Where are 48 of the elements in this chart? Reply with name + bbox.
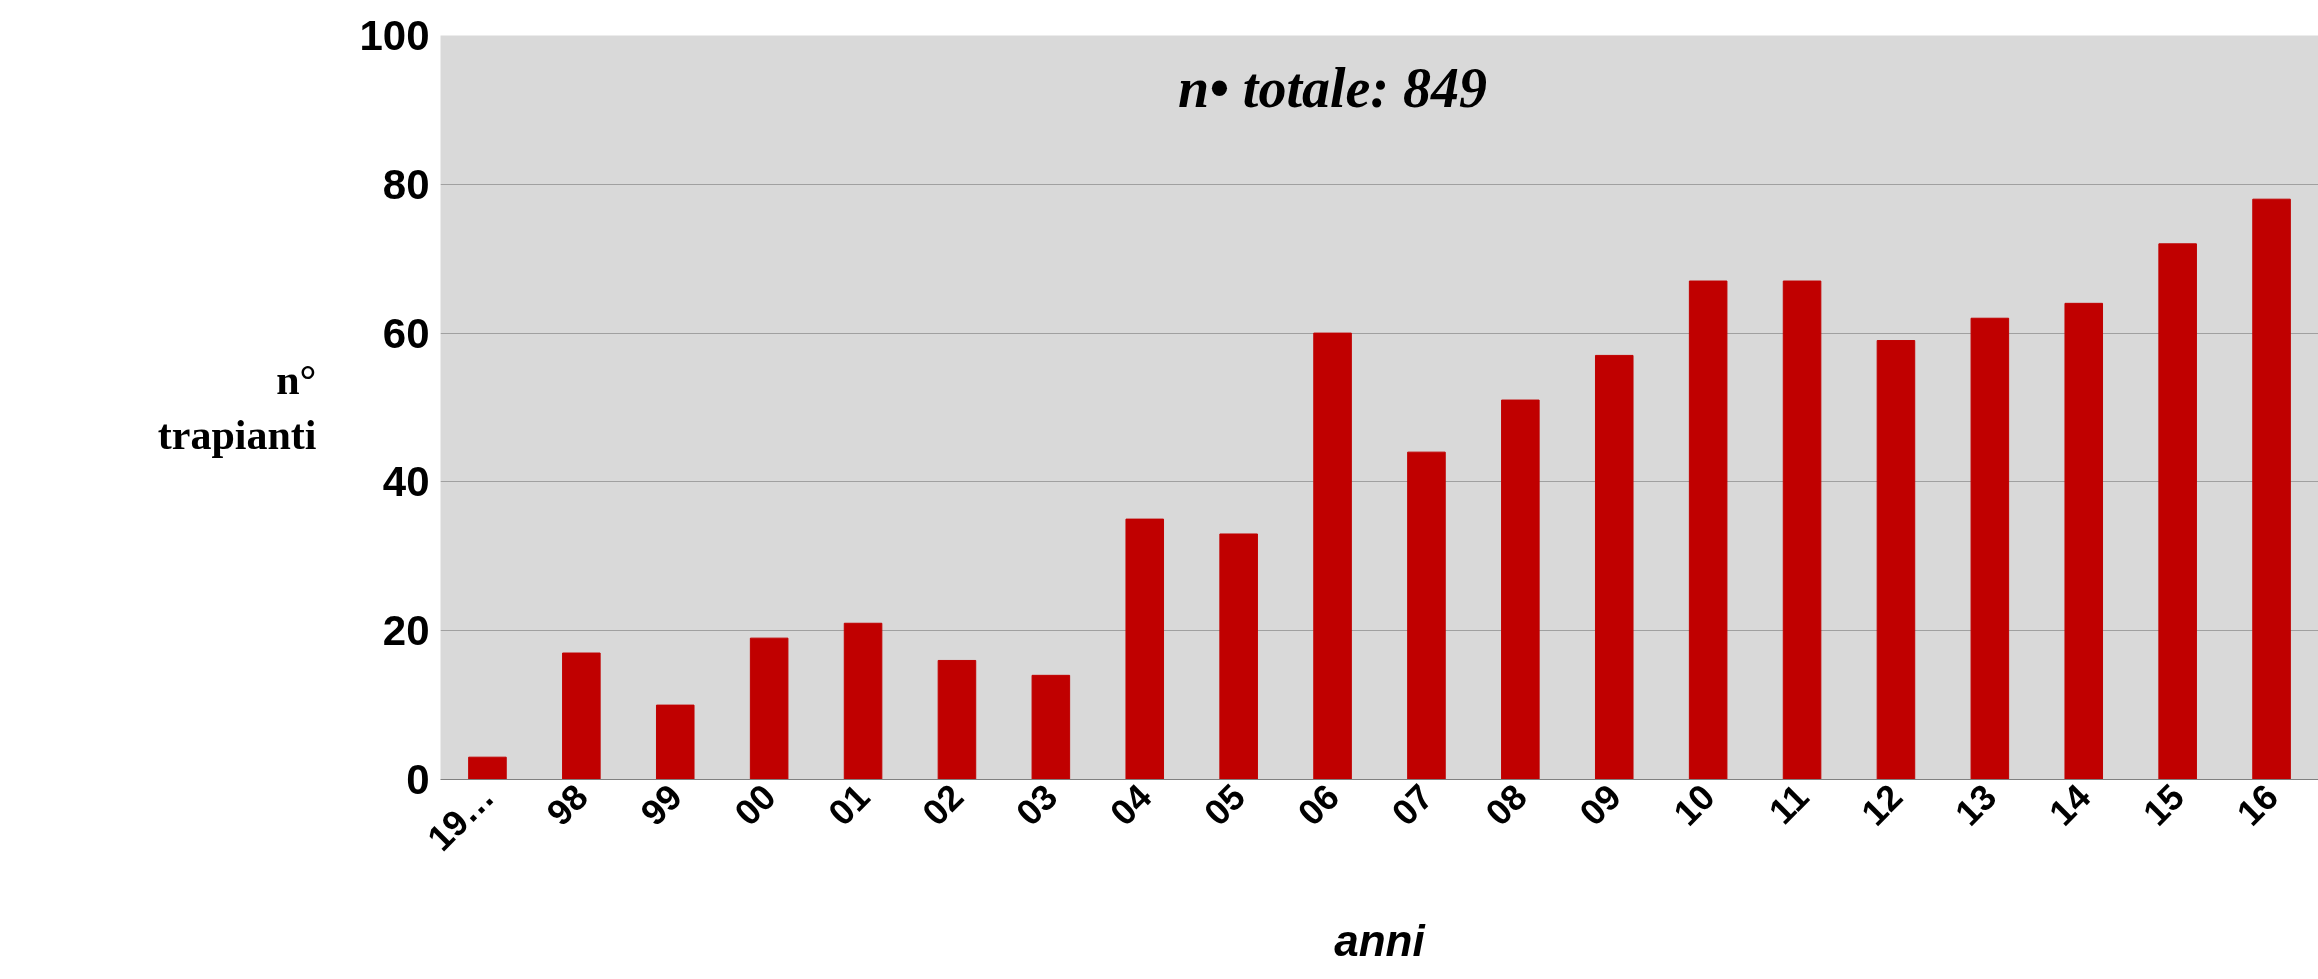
bar [1782,280,1822,780]
y-axis-title: n° trapianti [157,356,317,459]
x-tick-label: 03 [1008,776,1066,834]
bar [937,659,977,780]
bar [1501,399,1540,780]
bar [2252,198,2291,780]
x-tick-label: 07 [1383,776,1441,834]
bar [1313,332,1352,780]
bar [1876,340,1916,780]
y-tick-label: 40 [382,458,430,506]
x-tick-label: 08 [1477,776,1535,834]
y-tick-label: 20 [382,607,430,655]
bar [1970,317,2010,780]
bar [468,756,507,780]
bar [655,704,695,780]
x-tick-label: 00 [726,776,784,834]
bar [1688,280,1728,780]
x-tick-label: 16 [2228,776,2287,834]
x-tick-label: 98 [538,776,596,834]
x-tick-label: 14 [2040,776,2099,834]
y-tick-label: 80 [382,160,430,208]
bar [1125,518,1165,780]
bar [562,652,601,780]
x-tick-label: 11 [1760,775,1817,832]
x-tick-label: 05 [1195,776,1254,834]
x-tick-label: 02 [914,776,972,834]
x-tick-label: 04 [1101,776,1160,834]
bar [1219,533,1258,780]
bar [1031,674,1071,780]
x-tick-label: 12 [1853,776,1911,834]
bar [1594,354,1634,780]
y-tick-label: 100 [359,12,430,59]
x-axis-title: anni [1334,916,1426,966]
x-tick-label: 13 [1947,776,2005,834]
bar [843,622,883,780]
x-tick-label: 15 [2134,776,2193,834]
y-tick-label: 0 [406,756,430,803]
x-tick-label: 06 [1289,776,1348,834]
x-tick-label: 01 [820,776,878,834]
bar [749,637,789,780]
x-tick-label: 99 [632,776,690,834]
annotation: n• totale: 849 [1178,56,1488,119]
bar [2158,243,2197,780]
x-tick-label: 09 [1571,776,1629,834]
bar [2064,302,2104,780]
x-tick-label: 10 [1665,776,1723,834]
bar [1407,451,1446,780]
y-tick-label: 60 [382,309,430,357]
